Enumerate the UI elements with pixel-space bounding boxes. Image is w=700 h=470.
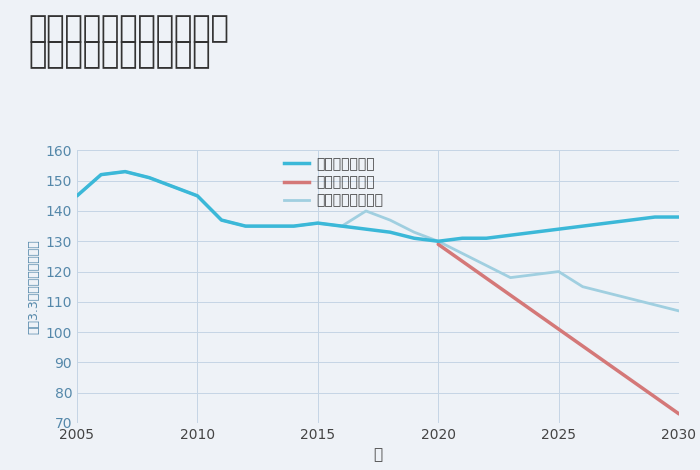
Text: 大阪府堺市堺区五条通の: 大阪府堺市堺区五条通の [28, 14, 229, 43]
ノーマルシナリオ [458, 251, 466, 256]
ノーマルシナリオ [626, 296, 635, 302]
ノーマルシナリオ [675, 308, 683, 314]
グッドシナリオ [193, 193, 202, 199]
ノーマルシナリオ [337, 223, 346, 229]
Y-axis label: 坪（3.3㎡）単価（万円）: 坪（3.3㎡）単価（万円） [27, 239, 40, 334]
グッドシナリオ [217, 217, 225, 223]
グッドシナリオ [434, 238, 442, 244]
グッドシナリオ [603, 220, 611, 226]
グッドシナリオ [265, 223, 274, 229]
グッドシナリオ [169, 184, 178, 189]
ノーマルシナリオ [603, 290, 611, 296]
グッドシナリオ [386, 229, 394, 235]
バッドシナリオ [434, 242, 442, 247]
ノーマルシナリオ [145, 175, 153, 180]
ノーマルシナリオ [554, 269, 563, 274]
ノーマルシナリオ [482, 263, 491, 268]
ノーマルシナリオ [651, 302, 659, 308]
ノーマルシナリオ [290, 223, 298, 229]
ノーマルシナリオ [386, 217, 394, 223]
Line: ノーマルシナリオ: ノーマルシナリオ [77, 172, 679, 311]
グッドシナリオ [458, 235, 466, 241]
ノーマルシナリオ [265, 223, 274, 229]
Legend: グッドシナリオ, バッドシナリオ, ノーマルシナリオ: グッドシナリオ, バッドシナリオ, ノーマルシナリオ [284, 157, 383, 208]
ノーマルシナリオ [73, 193, 81, 199]
Text: 中古戸建ての価格推移: 中古戸建ての価格推移 [28, 40, 211, 69]
グッドシナリオ [626, 217, 635, 223]
ノーマルシナリオ [121, 169, 130, 174]
グッドシナリオ [314, 220, 322, 226]
グッドシナリオ [651, 214, 659, 220]
グッドシナリオ [145, 175, 153, 180]
Line: グッドシナリオ: グッドシナリオ [77, 172, 679, 241]
ノーマルシナリオ [410, 229, 419, 235]
グッドシナリオ [506, 232, 514, 238]
グッドシナリオ [290, 223, 298, 229]
ノーマルシナリオ [314, 220, 322, 226]
グッドシナリオ [97, 172, 105, 178]
ノーマルシナリオ [193, 193, 202, 199]
ノーマルシナリオ [362, 208, 370, 214]
グッドシナリオ [362, 227, 370, 232]
グッドシナリオ [482, 235, 491, 241]
グッドシナリオ [675, 214, 683, 220]
ノーマルシナリオ [531, 272, 539, 277]
ノーマルシナリオ [169, 184, 178, 189]
グッドシナリオ [73, 193, 81, 199]
ノーマルシナリオ [241, 223, 250, 229]
Line: バッドシナリオ: バッドシナリオ [438, 244, 679, 414]
ノーマルシナリオ [97, 172, 105, 178]
グッドシナリオ [410, 235, 419, 241]
ノーマルシナリオ [217, 217, 225, 223]
グッドシナリオ [531, 229, 539, 235]
グッドシナリオ [337, 223, 346, 229]
グッドシナリオ [554, 227, 563, 232]
グッドシナリオ [241, 223, 250, 229]
グッドシナリオ [121, 169, 130, 174]
ノーマルシナリオ [578, 284, 587, 290]
グッドシナリオ [578, 223, 587, 229]
ノーマルシナリオ [506, 275, 514, 281]
ノーマルシナリオ [434, 238, 442, 244]
X-axis label: 年: 年 [373, 447, 383, 462]
バッドシナリオ [675, 411, 683, 417]
